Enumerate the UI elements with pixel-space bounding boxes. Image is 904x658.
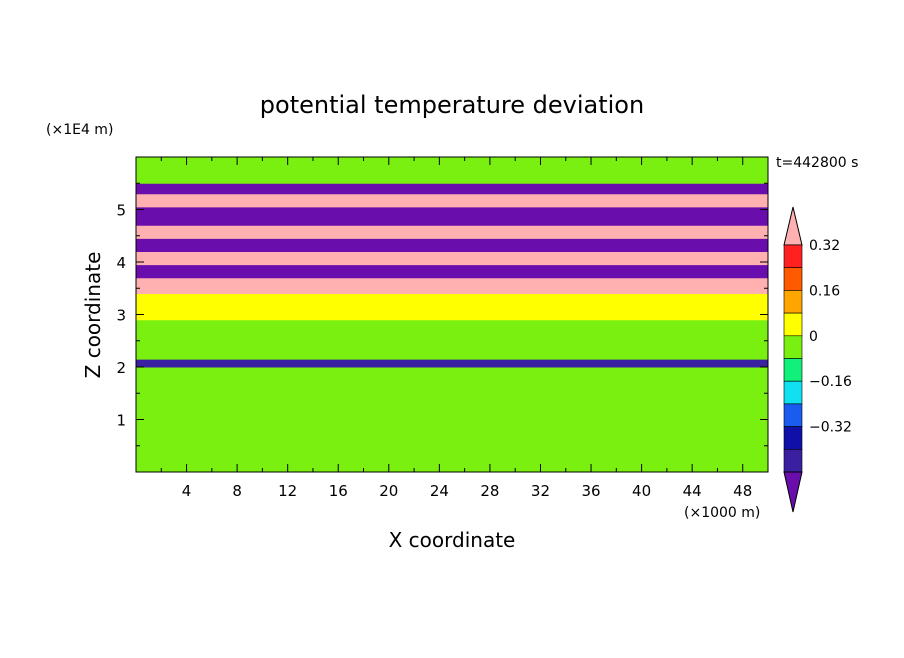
contour-band-8 [136, 238, 768, 252]
contour-band-2 [136, 359, 768, 368]
x-tick-label: 20 [379, 482, 398, 500]
colorbar-swatch [783, 267, 803, 291]
x-tick-label: 48 [733, 482, 752, 500]
y-tick-label: 2 [116, 359, 126, 377]
plot-area [136, 157, 768, 472]
colorbar-swatch [783, 426, 803, 450]
x-tick-label: 28 [480, 482, 499, 500]
y-axis: 1 2 3 4 5 [116, 182, 768, 447]
contour-band-4 [136, 293, 768, 321]
y-unit-label: (×1E4 m) [46, 122, 113, 138]
y-tick-label: 4 [116, 254, 126, 272]
y-tick-label: 3 [116, 307, 126, 325]
x-tick-label: 44 [683, 482, 702, 500]
x-tick-label: 8 [232, 482, 242, 500]
colorbar-arrow-low [783, 471, 803, 513]
chart-title: potential temperature deviation [260, 91, 644, 119]
colorbar-swatch [783, 290, 803, 314]
colorbar: 0.32 0.16 0 −0.16 −0.32 [783, 206, 852, 513]
y-tick-label: 5 [116, 202, 126, 220]
contour-band-6 [136, 264, 768, 279]
y-tick-label: 1 [116, 412, 126, 430]
contour-band-1 [136, 367, 768, 399]
colorbar-arrow-high [783, 206, 803, 246]
x-tick-label: 36 [581, 482, 600, 500]
colorbar-tick-label: 0.32 [809, 238, 840, 254]
x-tick-label: 12 [278, 482, 297, 500]
colorbar-tick-label: 0 [809, 329, 818, 345]
y-axis-label: Z coordinate [81, 252, 105, 379]
x-tick-label: 4 [182, 482, 192, 500]
colorbar-swatch [783, 312, 803, 337]
colorbar-swatch [783, 380, 803, 405]
colorbar-swatch [783, 358, 803, 382]
colorbar-swatch [783, 244, 803, 269]
x-tick-label: 16 [329, 482, 348, 500]
contour-band-11 [136, 193, 768, 208]
x-axis: 4 8 12 16 20 24 28 32 36 40 44 48 [160, 157, 752, 500]
contour-band-7 [136, 251, 768, 266]
time-label: t=442800 s [776, 155, 858, 171]
x-tick-label: 40 [632, 482, 651, 500]
colorbar-swatch [783, 403, 803, 427]
x-unit-label: (×1000 m) [684, 505, 760, 521]
contour-band-3 [136, 319, 768, 360]
contour-band-13 [136, 157, 768, 184]
colorbar-swatch [783, 448, 803, 473]
contour-band-9 [136, 225, 768, 239]
x-tick-label: 32 [531, 482, 550, 500]
colorbar-swatch [783, 335, 803, 359]
colorbar-tick-label: −0.32 [809, 420, 852, 436]
contour-band-5 [136, 277, 768, 294]
x-axis-label: X coordinate [389, 528, 516, 552]
x-tick-label: 24 [430, 482, 449, 500]
colorbar-tick-label: 0.16 [809, 283, 840, 299]
contour-band-0 [136, 398, 768, 472]
contour-band-12 [136, 183, 768, 195]
colorbar-tick-label: −0.16 [809, 374, 852, 390]
contour-band-10 [136, 206, 768, 226]
